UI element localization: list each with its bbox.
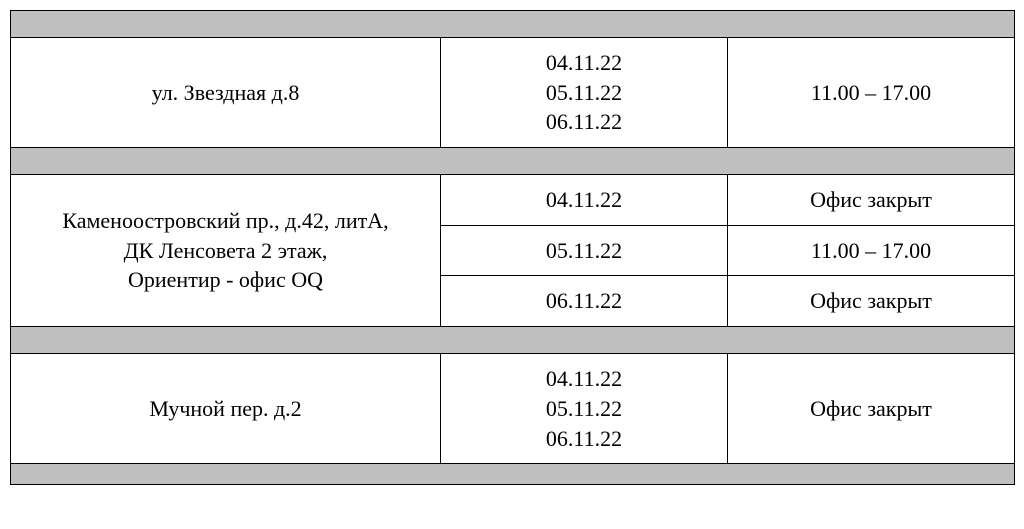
hours-cell: Офис закрыт xyxy=(728,276,1015,327)
separator-cell xyxy=(11,148,1015,175)
hours-cell: Офис закрыт xyxy=(728,354,1015,464)
date-line: 04.11.22 xyxy=(449,48,719,78)
address-line: Ориентир - офис OQ xyxy=(19,265,432,295)
separator-row xyxy=(11,464,1015,485)
address-line: Мучной пер. д.2 xyxy=(19,394,432,424)
hours-cell: 11.00 – 17.00 xyxy=(728,225,1015,276)
hours-cell: Офис закрыт xyxy=(728,175,1015,226)
address-cell: ул. Звездная д.8 xyxy=(11,38,441,148)
date-line: 04.11.22 xyxy=(449,364,719,394)
date-line: 06.11.22 xyxy=(449,107,719,137)
date-cell: 04.11.22 05.11.22 06.11.22 xyxy=(441,354,728,464)
address-line: ДК Ленсовета 2 этаж, xyxy=(19,236,432,266)
date-line: 05.11.22 xyxy=(449,394,719,424)
separator-cell xyxy=(11,464,1015,485)
table-row: Каменоостровский пр., д.42, литА, ДК Лен… xyxy=(11,175,1015,226)
schedule-table: ул. Звездная д.8 04.11.22 05.11.22 06.11… xyxy=(10,10,1015,485)
address-cell: Мучной пер. д.2 xyxy=(11,354,441,464)
date-cell: 06.11.22 xyxy=(441,276,728,327)
separator-cell xyxy=(11,327,1015,354)
address-cell: Каменоостровский пр., д.42, литА, ДК Лен… xyxy=(11,175,441,327)
address-line: ул. Звездная д.8 xyxy=(19,78,432,108)
date-cell: 04.11.22 xyxy=(441,175,728,226)
date-line: 05.11.22 xyxy=(449,78,719,108)
separator-row xyxy=(11,148,1015,175)
table-row: Мучной пер. д.2 04.11.22 05.11.22 06.11.… xyxy=(11,354,1015,464)
date-cell: 05.11.22 xyxy=(441,225,728,276)
separator-row xyxy=(11,11,1015,38)
address-line: Каменоостровский пр., д.42, литА, xyxy=(19,206,432,236)
separator-row xyxy=(11,327,1015,354)
hours-cell: 11.00 – 17.00 xyxy=(728,38,1015,148)
date-line: 06.11.22 xyxy=(449,424,719,454)
table-row: ул. Звездная д.8 04.11.22 05.11.22 06.11… xyxy=(11,38,1015,148)
separator-cell xyxy=(11,11,1015,38)
date-cell: 04.11.22 05.11.22 06.11.22 xyxy=(441,38,728,148)
